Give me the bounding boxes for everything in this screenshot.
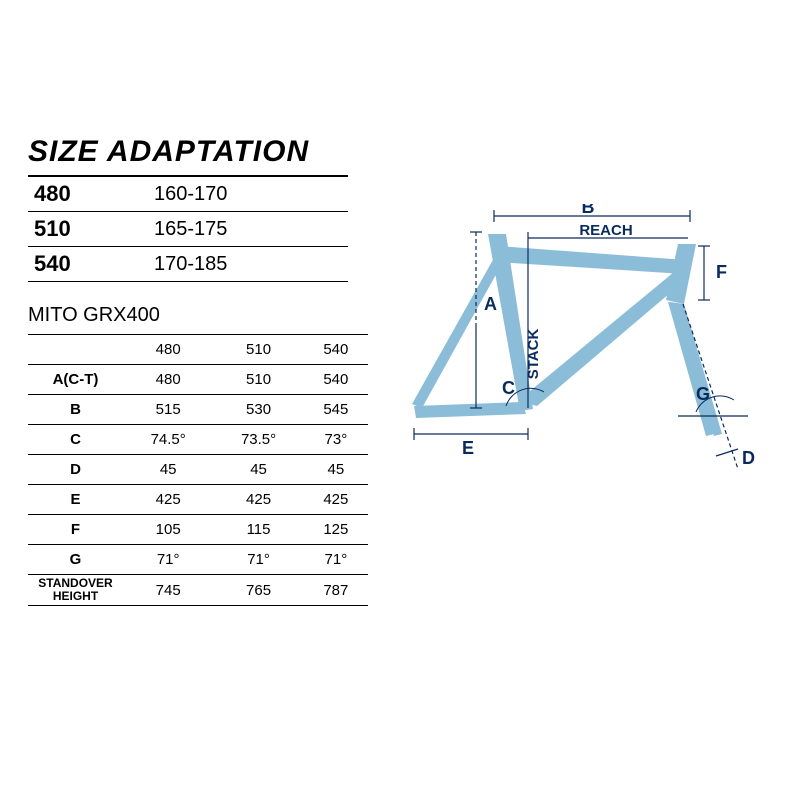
cell: 71° — [123, 545, 213, 575]
table-row: F 105 115 125 — [28, 515, 368, 545]
title: SIZE ADAPTATION — [28, 135, 309, 169]
cell: 480 — [123, 335, 213, 365]
cell: E — [28, 485, 123, 515]
cell: B — [28, 395, 123, 425]
table-row: A(C-T) 480 510 540 — [28, 365, 368, 395]
cell: 425 — [213, 485, 303, 515]
table-row: STANDOVERHEIGHT 745 765 787 — [28, 575, 368, 606]
bike-frame-icon — [412, 234, 722, 436]
cell: 515 — [123, 395, 213, 425]
cell: F — [28, 515, 123, 545]
cell: 73.5° — [213, 425, 303, 455]
table-row: 480 160-170 — [28, 177, 348, 212]
cell: 125 — [304, 515, 368, 545]
cell: 45 — [213, 455, 303, 485]
size-cell: 510 — [28, 216, 124, 242]
range-cell: 170-185 — [124, 253, 227, 276]
cell: 115 — [213, 515, 303, 545]
table-row: D 45 45 45 — [28, 455, 368, 485]
table-row: C 74.5° 73.5° 73° — [28, 425, 368, 455]
range-cell: 165-175 — [124, 218, 227, 241]
cell: STANDOVERHEIGHT — [28, 575, 123, 606]
label-a: A — [484, 294, 497, 314]
cell: 510 — [213, 335, 303, 365]
label-d: D — [742, 448, 755, 468]
model-label: MITO GRX400 — [28, 304, 160, 327]
label-c: C — [502, 378, 515, 398]
cell: A(C-T) — [28, 365, 123, 395]
label-b: B — [582, 204, 595, 217]
size-adaptation-table: 480 160-170 510 165-175 540 170-185 — [28, 175, 348, 282]
cell: 45 — [123, 455, 213, 485]
cell: 71° — [213, 545, 303, 575]
table-row: 480 510 540 — [28, 335, 368, 365]
cell — [28, 335, 123, 365]
label-e: E — [462, 438, 474, 458]
size-cell: 480 — [28, 181, 124, 207]
cell: D — [28, 455, 123, 485]
table-row: G 71° 71° 71° — [28, 545, 368, 575]
cell: 510 — [213, 365, 303, 395]
cell: 765 — [213, 575, 303, 606]
cell: 71° — [304, 545, 368, 575]
table-row: E 425 425 425 — [28, 485, 368, 515]
cell: C — [28, 425, 123, 455]
label-reach: REACH — [579, 222, 632, 239]
cell: 73° — [304, 425, 368, 455]
cell: 105 — [123, 515, 213, 545]
table-row: B 515 530 545 — [28, 395, 368, 425]
label-stack: STACK — [525, 329, 542, 380]
label-f: F — [716, 262, 727, 282]
spec-table: 480 510 540 A(C-T) 480 510 540 B 515 530… — [28, 334, 368, 606]
label-g: G — [696, 384, 710, 404]
cell: 45 — [304, 455, 368, 485]
cell: 787 — [304, 575, 368, 606]
table-row: 540 170-185 — [28, 247, 348, 282]
cell: 425 — [304, 485, 368, 515]
cell: 540 — [304, 335, 368, 365]
cell: 545 — [304, 395, 368, 425]
cell: 745 — [123, 575, 213, 606]
cell: 540 — [304, 365, 368, 395]
cell: 480 — [123, 365, 213, 395]
table-row: 510 165-175 — [28, 212, 348, 247]
size-cell: 540 — [28, 251, 124, 277]
cell: 530 — [213, 395, 303, 425]
cell: 74.5° — [123, 425, 213, 455]
range-cell: 160-170 — [124, 183, 227, 206]
cell: 425 — [123, 485, 213, 515]
frame-geometry-diagram: B REACH F A STACK C G D E — [398, 204, 780, 494]
cell: G — [28, 545, 123, 575]
